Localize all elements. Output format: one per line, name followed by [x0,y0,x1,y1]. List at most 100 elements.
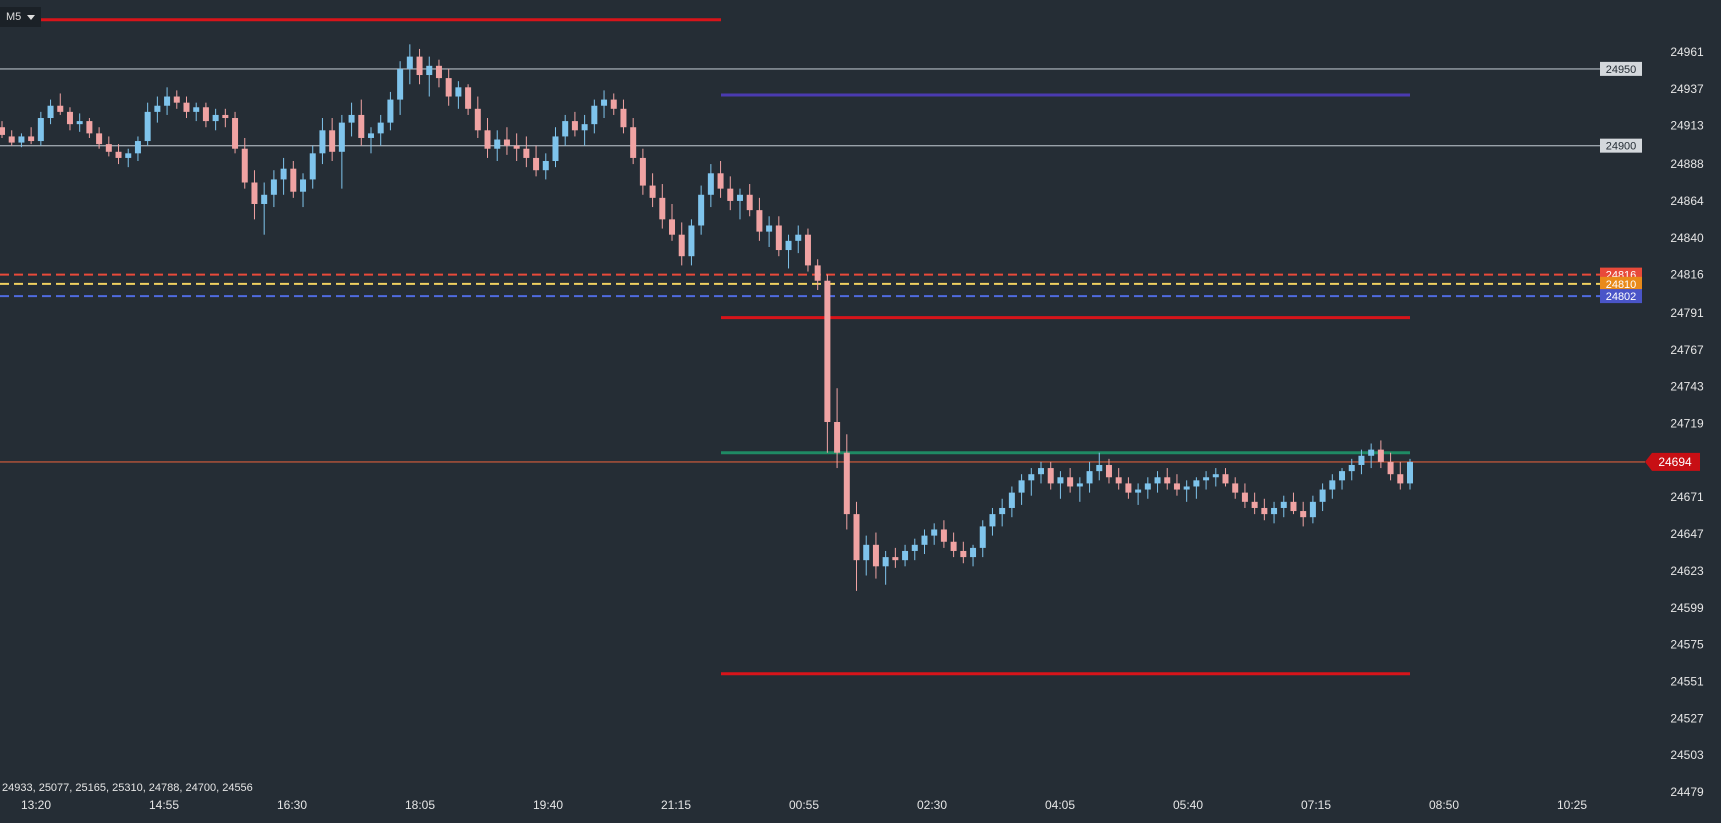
candle-body [455,87,462,97]
level-price-tag [1600,289,1642,304]
level-price-tag-label: 24950 [1606,64,1637,76]
y-axis-tick-label: 24767 [1670,343,1704,357]
candle-body [1251,501,1258,508]
candle-body [348,114,355,123]
candle-body [1319,489,1326,502]
candle-body [1105,464,1112,478]
candle-body [270,179,277,195]
level-price-tag [1600,276,1642,291]
candle-body [1086,471,1093,484]
current-price-tag [1645,452,1700,471]
candle-body [416,56,423,76]
candle-body [173,96,180,103]
candle-body [66,111,73,125]
candle-body [494,139,501,149]
candle-body [1280,501,1287,508]
candle-body [1018,480,1025,493]
candle-body [533,157,540,171]
candle-body [562,121,569,137]
x-axis-tick-label: 08:50 [1429,798,1459,812]
x-axis-tick-label: 16:30 [277,798,307,812]
chevron-down-icon [27,14,36,20]
candle-body [1057,477,1064,484]
level-price-tag-label: 24802 [1606,291,1637,303]
x-axis-tick-label: 21:15 [661,798,691,812]
candle-body [1377,449,1384,462]
candle-body [1183,486,1190,490]
candle-body [290,168,297,192]
candle-body [882,557,889,567]
candle-body [727,188,734,201]
candle-body [513,145,520,149]
candle-body [37,118,44,142]
candle-body [1329,480,1336,490]
y-axis-tick-label: 24864 [1670,194,1704,208]
candle-body [979,526,986,548]
candle-body [795,234,802,241]
candle-body [1309,501,1316,518]
x-axis-tick-label: 02:30 [917,798,947,812]
y-axis-tick-label: 24503 [1670,748,1704,762]
candle-body [1212,474,1219,478]
candle-body [863,544,870,561]
candle-body [1125,483,1132,493]
candle-body [843,452,850,515]
candle-body [1261,507,1268,515]
candle-body [1008,492,1015,508]
candle-body [1115,477,1122,484]
candle-body [8,136,15,143]
candle-body [1358,455,1365,465]
candle-body [756,210,763,232]
candle-body [717,173,724,189]
candle-body [804,234,811,266]
level-price-tag [1600,61,1642,76]
candle-body [1203,477,1210,481]
candle-body [309,153,316,180]
candle-body [1164,477,1171,484]
y-axis-tick-label: 24599 [1670,601,1704,615]
candle-body [1387,461,1394,475]
candle-body [1173,483,1180,490]
y-axis-tick-label: 24719 [1670,417,1704,431]
candle-body [669,219,676,235]
candle-body [1096,464,1103,472]
candle-body [1407,461,1413,484]
y-axis-tick-label: 24840 [1670,231,1704,245]
x-axis-tick-label: 19:40 [533,798,563,812]
candle-body [76,121,83,125]
candle-body [474,108,481,131]
candle-body [970,547,977,558]
x-axis-tick-label: 14:55 [149,798,179,812]
candle-body [241,148,248,183]
timeframe-selector[interactable]: M5 [0,7,42,27]
y-axis-tick-label: 24816 [1670,268,1704,282]
y-axis-tick-label: 24937 [1670,82,1704,96]
x-axis-tick-label: 13:20 [21,798,51,812]
candle-body [96,133,103,145]
x-axis-tick-label: 05:40 [1173,798,1203,812]
candle-body [552,136,559,162]
current-price-label: 24694 [1658,455,1692,469]
candle-body [814,265,821,281]
candle-body [115,151,122,158]
ohlc-readout: 24933, 25077, 25165, 25310, 24788, 24700… [2,782,253,794]
candle-body [610,99,617,109]
candle-body [707,173,714,195]
level-price-tag [1600,138,1642,153]
candle-body [659,197,666,220]
candle-body [232,118,239,149]
candle-body [484,130,491,149]
candle-body [1193,480,1200,487]
candle-body [426,65,433,76]
candle-body [1300,511,1307,518]
candle-body [999,507,1006,515]
x-axis-tick-label: 18:05 [405,798,435,812]
candle-body [1067,477,1074,487]
candle-body [630,127,637,158]
y-axis-tick-label: 24647 [1670,527,1704,541]
candle-body [202,107,209,122]
candle-body [358,114,365,138]
y-axis-tick-label: 24791 [1670,306,1704,320]
